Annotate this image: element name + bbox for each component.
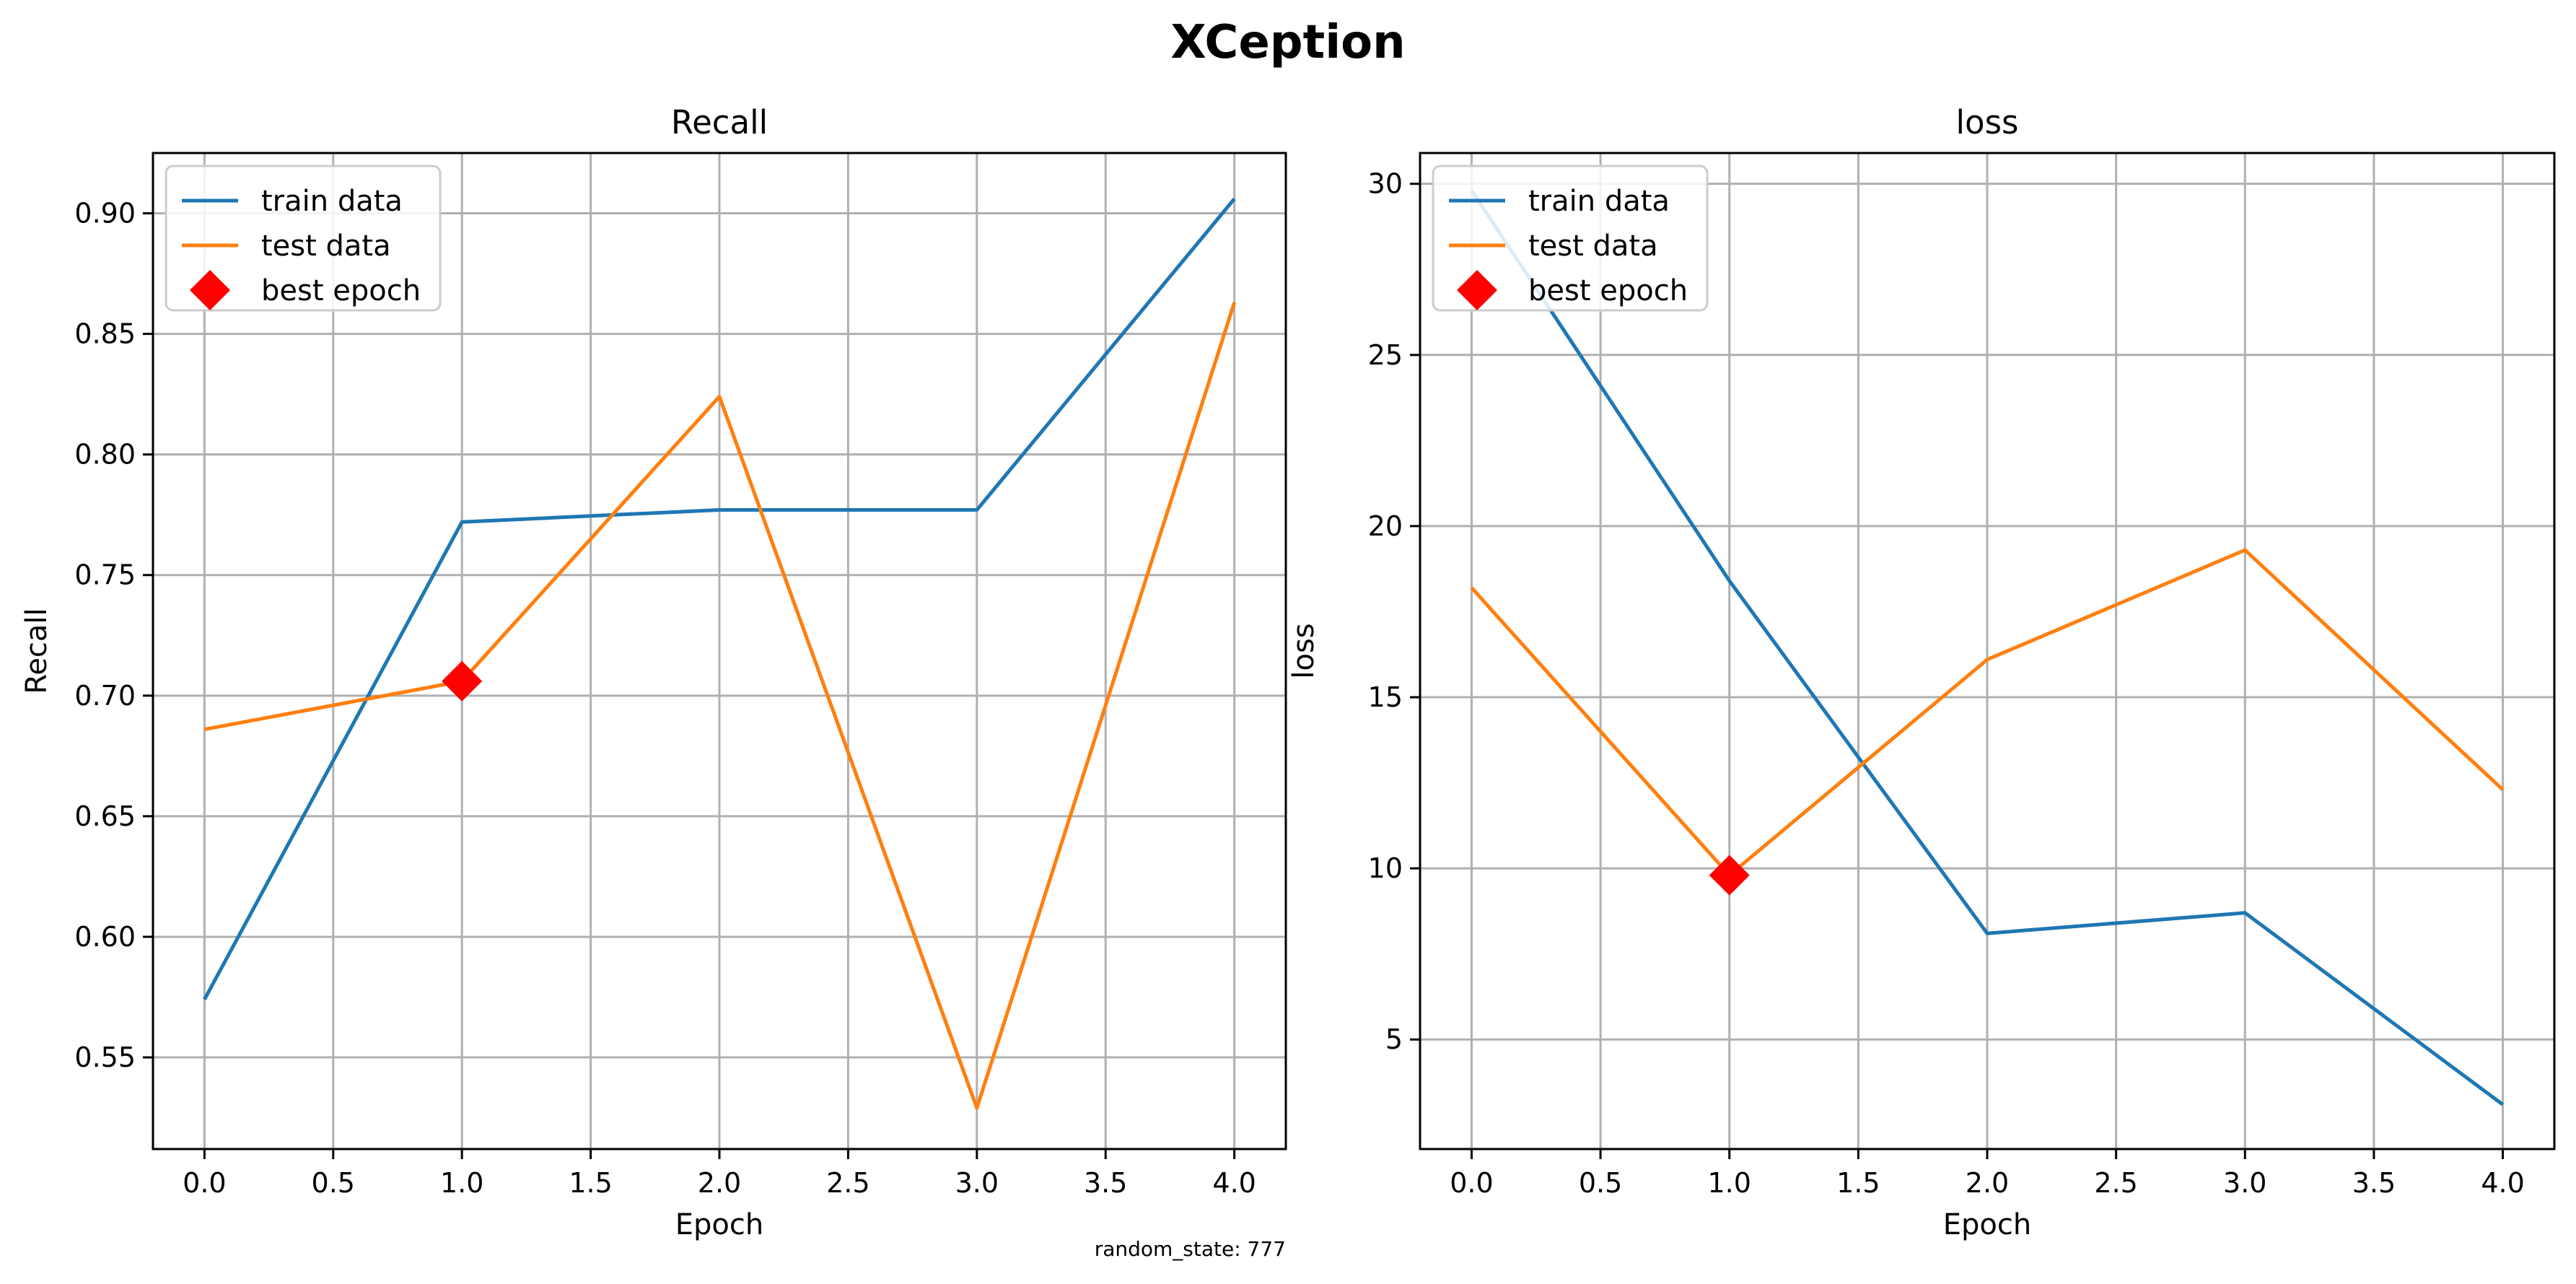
loss-xtick-label: 0.0 <box>1450 1167 1493 1199</box>
recall-best-epoch-marker <box>442 660 483 702</box>
loss-ytick-label: 10 <box>1368 852 1403 884</box>
recall-xtick-label: 2.5 <box>826 1167 869 1199</box>
loss-xtick-label: 0.5 <box>1579 1167 1622 1199</box>
recall-xtick-label: 0.5 <box>312 1167 355 1199</box>
recall-xtick-label: 4.0 <box>1212 1167 1256 1199</box>
recall-ytick-label: 0.65 <box>74 800 136 832</box>
loss-ytick-label: 30 <box>1368 168 1403 200</box>
loss-xtick-label: 2.0 <box>1966 1167 2009 1199</box>
recall-ytick-label: 0.90 <box>74 198 136 230</box>
loss-chart: 0.0 0.5 1.0 1.5 2.0 2.5 3.0 3.5 4.0 5 10 15 20 25 30 lo… <box>1287 103 2556 1241</box>
loss-ytick-label: 15 <box>1368 681 1403 713</box>
recall-xtick-label: 0.0 <box>183 1167 226 1199</box>
recall-x-axis-label: Epoch <box>675 1208 763 1241</box>
loss-test-data-line <box>1470 548 2505 878</box>
recall-test-data-line <box>203 302 1237 1110</box>
loss-best-epoch-marker <box>1709 855 1750 896</box>
loss-ytick-label: 20 <box>1368 510 1403 542</box>
loss-xtick-label: 3.0 <box>2223 1167 2266 1199</box>
recall-legend-best-epoch-label: best epoch <box>261 274 421 307</box>
recall-xtick-label: 3.0 <box>955 1167 999 1199</box>
loss-legend: train data test data best epoch <box>1432 165 1709 312</box>
figure-title: XCeption <box>1170 16 1405 69</box>
recall-legend-train-data-label: train data <box>261 185 403 218</box>
random-state-note: random_state: 777 <box>1095 1237 1286 1261</box>
loss-xtick-label: 1.5 <box>1836 1167 1880 1199</box>
recall-xtick-label: 2.0 <box>698 1167 741 1199</box>
recall-xtick-label: 1.5 <box>569 1167 612 1199</box>
recall-chart-title: Recall <box>671 103 768 141</box>
loss-xtick-label: 3.5 <box>2352 1167 2396 1199</box>
recall-ytick-label: 0.70 <box>74 680 136 712</box>
recall-ytick-label: 0.80 <box>74 439 136 471</box>
recall-train-data-line <box>203 197 1236 1001</box>
recall-xtick-label: 3.5 <box>1084 1167 1127 1199</box>
loss-legend-test-data-label: test data <box>1528 230 1658 263</box>
recall-xtick-label: 1.0 <box>440 1167 483 1199</box>
recall-chart: 0.0 0.5 1.0 1.5 2.0 2.5 3.0 3.5 4.0 0.55 0.60 0.65 0… <box>20 103 1287 1241</box>
recall-y-axis-label: Recall <box>20 608 53 694</box>
loss-xtick-label: 2.5 <box>2094 1167 2137 1199</box>
loss-legend-best-epoch-swatch <box>1457 270 1497 310</box>
loss-chart-title: loss <box>1956 103 2019 141</box>
recall-ytick-label: 0.60 <box>74 921 136 953</box>
loss-legend-train-data-label: train data <box>1528 185 1670 218</box>
recall-legend: train data test data best epoch <box>165 165 442 312</box>
loss-y-axis-label: loss <box>1287 623 1320 678</box>
recall-legend-test-data-label: test data <box>261 230 391 263</box>
recall-ytick-label: 0.55 <box>74 1041 136 1073</box>
loss-xtick-label: 4.0 <box>2481 1167 2524 1199</box>
recall-ytick-label: 0.85 <box>74 318 136 350</box>
loss-ytick-label: 5 <box>1385 1023 1403 1055</box>
recall-legend-best-epoch-swatch <box>190 270 230 310</box>
loss-xtick-label: 1.0 <box>1708 1167 1751 1199</box>
loss-legend-best-epoch-label: best epoch <box>1528 274 1688 307</box>
loss-x-axis-label: Epoch <box>1943 1208 2031 1241</box>
recall-ytick-label: 0.75 <box>74 559 136 591</box>
loss-ytick-label: 25 <box>1368 339 1403 371</box>
loss-train-data-line <box>1470 189 2505 1106</box>
